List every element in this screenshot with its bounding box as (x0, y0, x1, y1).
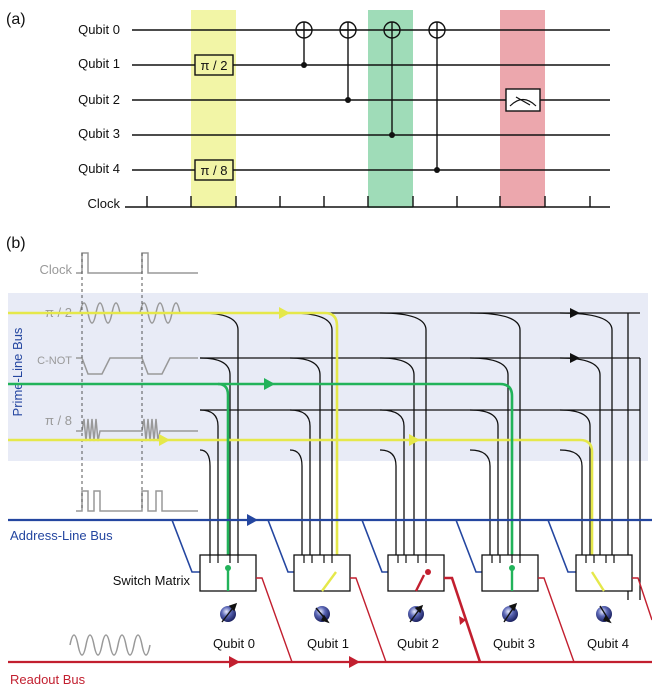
qubit-3-b-label: Qubit 3 (493, 636, 535, 651)
cnot-control-dot (301, 62, 307, 68)
switch-matrix-2 (387, 554, 445, 592)
pi8-waveform (76, 418, 198, 442)
switch-matrix-1 (293, 554, 351, 592)
green-arrow (264, 378, 275, 390)
readout-active-path (444, 576, 482, 663)
prime-line-arrow (570, 353, 580, 363)
readout-active-arrow (459, 616, 466, 625)
qubit-1-label: Qubit 1 (78, 56, 120, 71)
svg-text:π / 8: π / 8 (200, 163, 227, 178)
switch-2-contact (414, 569, 431, 592)
panel-a-label: (a) (6, 11, 26, 28)
yellow-arrow (279, 307, 290, 319)
signal-clock-label: Clock (39, 262, 72, 277)
clock-label: Clock (87, 196, 120, 211)
measurement-meter-icon (505, 88, 541, 112)
qubit-3-label: Qubit 3 (78, 126, 120, 141)
prime-line-bus-band (8, 293, 648, 461)
gate-pi8: π / 8 (194, 159, 234, 181)
switch-matrix-3 (481, 554, 539, 592)
qubit-2-b-label: Qubit 2 (397, 636, 439, 651)
yellow-arrow (409, 434, 420, 446)
address-waveform (76, 490, 198, 512)
yellow-signal-line-pi8 (8, 438, 594, 557)
signal-pi8-label: π / 8 (45, 413, 72, 428)
address-line-arrow (247, 514, 258, 526)
switch-matrix-4 (575, 554, 633, 592)
gate-pi2: π / 2 (194, 54, 234, 76)
yellow-signal-line-pi2 (8, 311, 339, 557)
qubit-0-b-label: Qubit 0 (213, 636, 255, 651)
panel-a: (a) Qubit 0 Qubit 1 Qubit 2 Qubit 3 Qubi… (6, 10, 610, 211)
switch-3-contact (509, 565, 515, 591)
prime-line-bus-label: Prime-Line Bus (10, 327, 25, 416)
cnot-waveform (76, 357, 198, 375)
qubit-1-b-label: Qubit 1 (307, 636, 349, 651)
readout-waveform-icon (69, 634, 151, 656)
panel-b-label: (b) (6, 235, 26, 252)
readout-bus-label: Readout Bus (10, 672, 86, 687)
clock-ticks (146, 196, 591, 207)
clock-waveform (76, 252, 198, 274)
signal-cnot-label: C-NOT (37, 355, 72, 367)
panel-b: (b) Prime-Line Bus Clock π / 2 C-NOT π /… (6, 235, 652, 687)
switch-4-contact (590, 571, 606, 592)
switch-matrix-label: Switch Matrix (113, 573, 191, 588)
qubit-4-label: Qubit 4 (78, 161, 120, 176)
yellow-arrow (159, 434, 170, 446)
readout-arrow (349, 656, 360, 668)
readout-arrow (229, 656, 240, 668)
qubit-4-b-label: Qubit 4 (587, 636, 629, 651)
cnot-control-dot (345, 97, 351, 103)
qubit-2-label: Qubit 2 (78, 92, 120, 107)
switch-1-contact (321, 571, 337, 592)
highlight-green-column (368, 10, 413, 208)
cnot-control-dot (434, 167, 440, 173)
svg-text:π / 2: π / 2 (200, 58, 227, 73)
switch-0-contact (225, 565, 231, 591)
cnot-gates (295, 21, 446, 170)
address-line-bus-label: Address-Line Bus (10, 528, 113, 543)
qubit-0-label: Qubit 0 (78, 22, 120, 37)
cnot-control-dot (389, 132, 395, 138)
